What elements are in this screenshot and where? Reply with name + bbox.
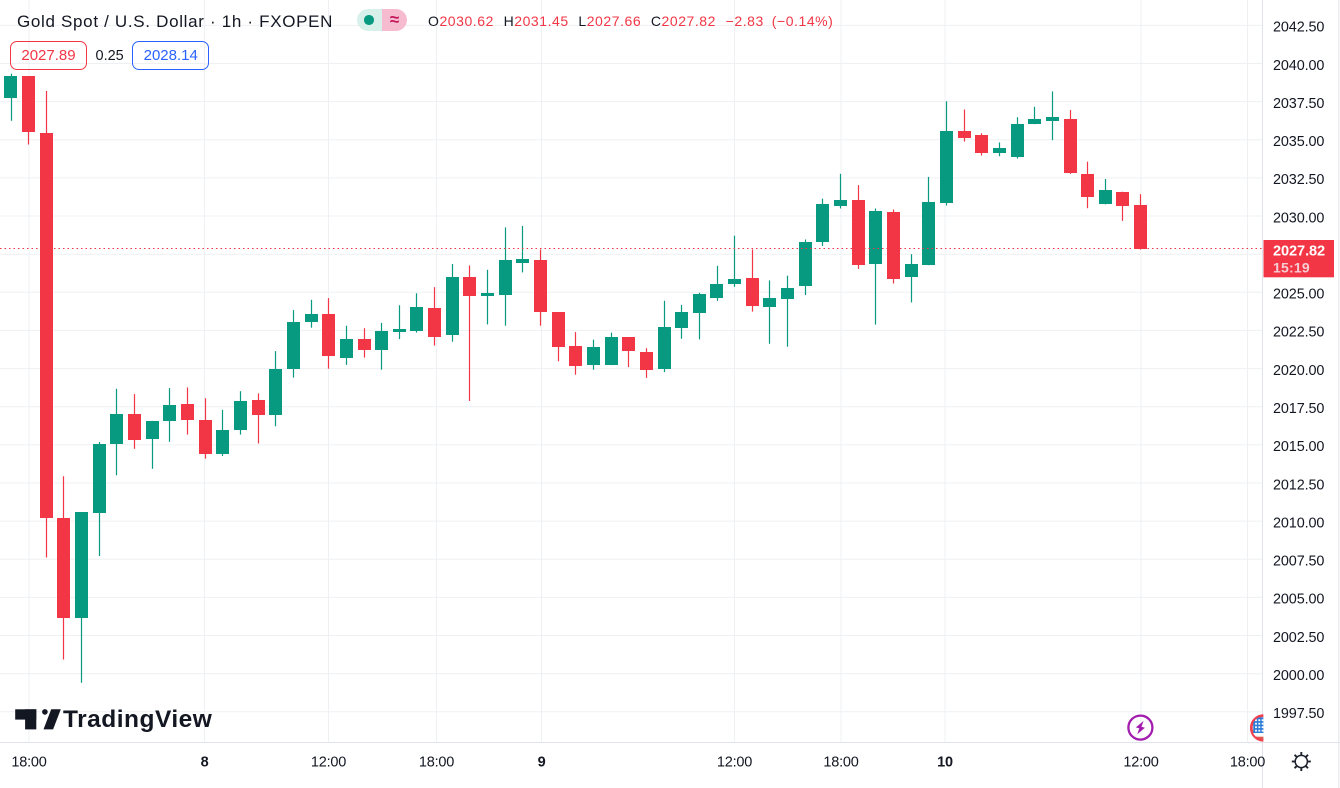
svg-text:2007.50: 2007.50 bbox=[1273, 554, 1324, 570]
svg-text:2002.50: 2002.50 bbox=[1273, 630, 1324, 646]
svg-text:18:00: 18:00 bbox=[419, 755, 454, 771]
svg-text:18:00: 18:00 bbox=[823, 755, 858, 771]
svg-text:18:00: 18:00 bbox=[11, 755, 46, 771]
svg-text:TradingView: TradingView bbox=[63, 706, 213, 733]
svg-text:12:00: 12:00 bbox=[1123, 755, 1158, 771]
svg-text:2042.50: 2042.50 bbox=[1273, 20, 1324, 36]
svg-text:2040.00: 2040.00 bbox=[1273, 58, 1324, 74]
svg-text:10: 10 bbox=[937, 755, 953, 771]
svg-text:2027.82: 2027.82 bbox=[1273, 243, 1325, 259]
svg-text:2015.00: 2015.00 bbox=[1273, 439, 1324, 455]
svg-text:2010.00: 2010.00 bbox=[1273, 515, 1324, 531]
svg-text:12:00: 12:00 bbox=[311, 755, 346, 771]
svg-text:1997.50: 1997.50 bbox=[1273, 706, 1324, 722]
svg-text:2000.00: 2000.00 bbox=[1273, 668, 1324, 684]
svg-text:9: 9 bbox=[538, 755, 546, 771]
svg-text:8: 8 bbox=[201, 755, 209, 771]
svg-text:18:00: 18:00 bbox=[1230, 755, 1265, 771]
svg-text:2035.00: 2035.00 bbox=[1273, 134, 1324, 150]
svg-text:12:00: 12:00 bbox=[717, 755, 752, 771]
svg-text:2030.00: 2030.00 bbox=[1273, 210, 1324, 226]
svg-text:15:19: 15:19 bbox=[1273, 260, 1310, 276]
svg-text:2020.00: 2020.00 bbox=[1273, 363, 1324, 379]
svg-text:2017.50: 2017.50 bbox=[1273, 401, 1324, 417]
svg-text:2005.00: 2005.00 bbox=[1273, 592, 1324, 608]
svg-text:2037.50: 2037.50 bbox=[1273, 96, 1324, 112]
svg-text:2012.50: 2012.50 bbox=[1273, 477, 1324, 493]
svg-text:2022.50: 2022.50 bbox=[1273, 325, 1324, 341]
svg-text:2025.00: 2025.00 bbox=[1273, 287, 1324, 303]
svg-text:2032.50: 2032.50 bbox=[1273, 172, 1324, 188]
